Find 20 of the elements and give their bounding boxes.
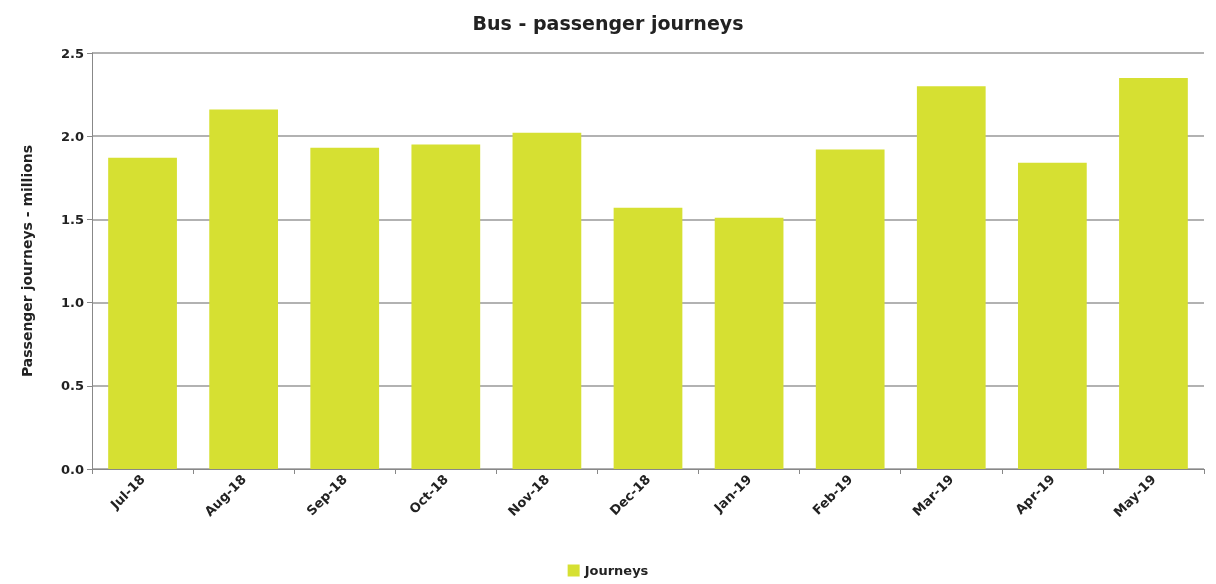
bar: [108, 157, 177, 469]
bar: [1119, 77, 1188, 469]
y-tick-label: 0.5: [60, 378, 84, 394]
y-tick-label: 0.0: [60, 461, 84, 477]
bar: [613, 207, 683, 469]
y-axis-title: Passenger journeys - millions: [19, 144, 35, 378]
y-tick-label: 1.5: [60, 211, 84, 227]
bar: [714, 217, 784, 469]
y-tick-label: 2.0: [60, 128, 84, 144]
y-tick-label: 2.5: [60, 45, 84, 61]
bar: [1017, 162, 1087, 469]
chart-title: Bus - passenger journeys: [472, 11, 744, 34]
bar: [512, 132, 582, 469]
bar: [209, 109, 279, 469]
bar: [310, 147, 380, 469]
bar: [916, 86, 986, 469]
legend-label: Journeys: [583, 563, 649, 578]
bar: [411, 144, 481, 469]
bar: [815, 149, 885, 469]
y-tick-label: 1.0: [60, 295, 84, 311]
